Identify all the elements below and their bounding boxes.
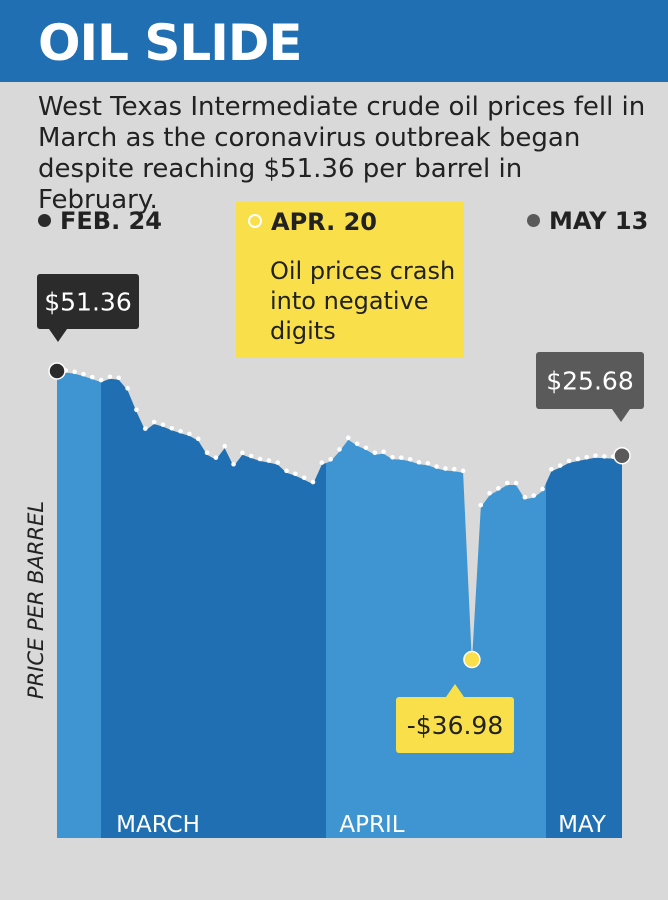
data-point [381, 449, 386, 454]
data-point [151, 419, 157, 425]
data-point [107, 374, 113, 380]
gray-dot-icon [527, 213, 540, 227]
data-point [328, 456, 333, 462]
data-point [240, 450, 245, 455]
data-point [416, 459, 422, 465]
data-point [310, 479, 316, 485]
header-banner: OIL SLIDE [0, 0, 668, 82]
data-point [248, 453, 254, 459]
data-point [540, 486, 545, 492]
area-band-2 [326, 371, 546, 838]
start-callout: $51.36 [37, 274, 139, 342]
legend-feb24-label: FEB. 24 [60, 207, 162, 235]
low-callout: -$36.98 [396, 684, 514, 753]
legend-feb24: FEB. 24 [38, 207, 162, 235]
month-label: MAY [558, 812, 607, 838]
data-point [549, 466, 554, 472]
data-point [169, 425, 175, 431]
area-band-1 [101, 371, 326, 838]
data-point [346, 435, 351, 441]
data-point [72, 369, 77, 375]
legend-may13-label: MAY 13 [549, 207, 649, 235]
data-point [557, 463, 563, 468]
data-point [187, 431, 192, 437]
data-point [478, 502, 484, 508]
data-point [284, 468, 289, 474]
data-point [178, 428, 183, 434]
data-point [460, 468, 466, 474]
end-callout-tail [612, 409, 630, 422]
data-point [451, 466, 457, 472]
data-point [142, 426, 148, 431]
data-point [566, 458, 572, 464]
data-point [372, 450, 378, 455]
data-point [337, 447, 342, 452]
legend-apr20: APR. 20 [248, 208, 377, 236]
data-point [125, 386, 130, 391]
data-point [531, 493, 537, 498]
data-point [134, 407, 139, 413]
data-point [522, 494, 528, 500]
end-marker [613, 446, 631, 465]
low-callout-box [396, 697, 514, 753]
start-callout-tail [49, 329, 67, 342]
data-point [160, 422, 166, 427]
data-point [293, 471, 298, 477]
data-point [204, 450, 210, 455]
month-label: MARCH [116, 812, 200, 838]
data-point [390, 455, 395, 460]
data-point [575, 456, 581, 462]
data-point [354, 441, 360, 447]
chart-title: OIL SLIDE [38, 14, 303, 72]
y-axis-label: PRICE PER BARREL [24, 501, 48, 699]
month-label: APRIL [339, 812, 404, 838]
start-marker [48, 362, 66, 380]
start-callout-box [37, 274, 139, 329]
data-point [81, 371, 86, 377]
start-callout-value: $51.36 [44, 288, 131, 317]
data-point [116, 375, 122, 381]
data-point [602, 454, 607, 459]
area-band-0 [57, 371, 101, 838]
end-callout-box [536, 352, 644, 409]
low-marker [463, 650, 481, 669]
data-point [301, 475, 307, 481]
low-callout-tail [446, 684, 464, 697]
data-point [363, 445, 369, 451]
data-point [266, 458, 272, 463]
data-point [584, 455, 589, 460]
legend-apr20-note: Oil prices crash into negative digits [270, 257, 456, 345]
data-point [487, 490, 492, 496]
data-point [275, 460, 281, 465]
data-point [195, 436, 201, 442]
end-callout: $25.68 [536, 352, 644, 422]
yellow-dot-icon [248, 214, 262, 228]
dark-dot-icon [38, 213, 51, 227]
data-point [319, 460, 325, 465]
chart-description: West Texas Intermediate crude oil prices… [38, 92, 646, 215]
data-point [231, 461, 236, 467]
data-point [443, 466, 448, 471]
data-point [407, 456, 413, 462]
data-point [496, 486, 501, 491]
data-point [434, 464, 439, 469]
data-point [504, 480, 510, 486]
legend-apr20-callout: APR. 20 Oil prices crash into negative d… [236, 202, 464, 358]
data-point [593, 453, 598, 458]
data-point [98, 377, 104, 383]
end-callout-value: $25.68 [546, 367, 633, 396]
data-point [398, 455, 404, 460]
low-callout-value: -$36.98 [407, 711, 504, 740]
data-point [257, 456, 263, 462]
data-point [425, 460, 431, 466]
legend-apr20-label: APR. 20 [271, 208, 377, 236]
data-point [213, 455, 219, 460]
data-point [222, 443, 228, 449]
data-point [90, 374, 95, 380]
legend-may13: MAY 13 [527, 207, 648, 235]
data-point [513, 480, 519, 486]
